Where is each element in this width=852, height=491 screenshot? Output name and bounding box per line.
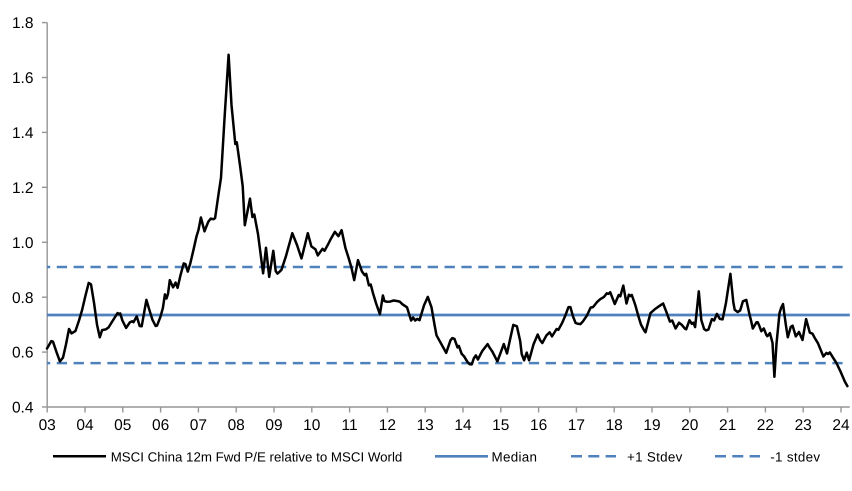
svg-text:12: 12 <box>379 417 396 434</box>
svg-text:MSCI China 12m Fwd P/E relativ: MSCI China 12m Fwd P/E relative to MSCI … <box>111 449 403 464</box>
svg-text:10: 10 <box>303 417 321 434</box>
svg-text:0.4: 0.4 <box>12 400 34 417</box>
svg-text:09: 09 <box>265 417 282 434</box>
svg-text:22: 22 <box>757 417 774 434</box>
svg-text:23: 23 <box>795 417 812 434</box>
svg-text:16: 16 <box>530 417 547 434</box>
svg-text:-1 stdev: -1 stdev <box>770 449 820 464</box>
svg-text:0.8: 0.8 <box>12 290 34 307</box>
svg-text:Median: Median <box>492 449 538 464</box>
svg-text:18: 18 <box>606 417 623 434</box>
svg-text:+1 Stdev: +1 Stdev <box>627 449 683 464</box>
svg-text:08: 08 <box>228 417 245 434</box>
svg-text:1.0: 1.0 <box>12 235 34 252</box>
svg-text:03: 03 <box>39 417 56 434</box>
svg-text:05: 05 <box>114 417 131 434</box>
svg-text:11: 11 <box>342 417 358 434</box>
svg-text:17: 17 <box>568 417 585 434</box>
svg-text:24: 24 <box>832 417 850 434</box>
svg-text:1.6: 1.6 <box>12 70 34 87</box>
svg-text:06: 06 <box>152 417 169 434</box>
svg-text:0.6: 0.6 <box>12 345 34 362</box>
svg-text:15: 15 <box>492 417 509 434</box>
svg-text:04: 04 <box>76 417 94 434</box>
svg-text:1.4: 1.4 <box>12 125 34 142</box>
svg-text:1.2: 1.2 <box>12 180 34 197</box>
svg-text:21: 21 <box>719 417 736 434</box>
svg-text:13: 13 <box>417 417 434 434</box>
svg-text:19: 19 <box>643 417 660 434</box>
svg-text:14: 14 <box>454 417 472 434</box>
svg-text:07: 07 <box>190 417 207 434</box>
svg-text:20: 20 <box>681 417 699 434</box>
svg-text:1.8: 1.8 <box>12 15 34 32</box>
